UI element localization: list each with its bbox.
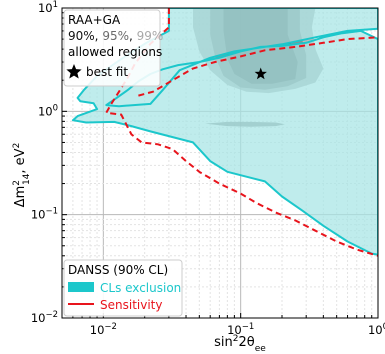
danss-legend: DANSS (90% CL) CLs exclusion Sensitivity [64,260,182,316]
exclusion-legend-label: CLs exclusion [100,281,181,295]
level-99: 99% [137,29,164,43]
allowed-legend-levels: 90%, 95%, 99% [68,29,163,43]
sensitivity-legend-label: Sensitivity [100,298,162,312]
y-tick-label: 101 [38,0,58,15]
x-tick-label: 100 [368,322,385,337]
danss-legend-title: DANSS (90% CL) [68,263,168,277]
allowed-regions-legend: RAA+GA 90%, 95%, 99% allowed regions bes… [64,10,163,86]
level-90: 90% [68,29,95,43]
y-tick-label: 100 [38,103,58,118]
y-axis-title: Δm214, eV2 [12,143,32,208]
y-tick-label: 10−1 [31,207,58,222]
x-axis-title: sin22θee [214,334,266,354]
allowed-legend-line3: allowed regions [68,45,162,59]
exclusion-swatch [68,282,94,292]
best-fit-legend-label: best fit [86,65,128,79]
level-95: 95% [102,29,129,43]
allowed-legend-title: RAA+GA [68,13,121,27]
x-tick-label: 10−2 [90,322,117,337]
y-tick-label: 10−2 [31,310,58,325]
